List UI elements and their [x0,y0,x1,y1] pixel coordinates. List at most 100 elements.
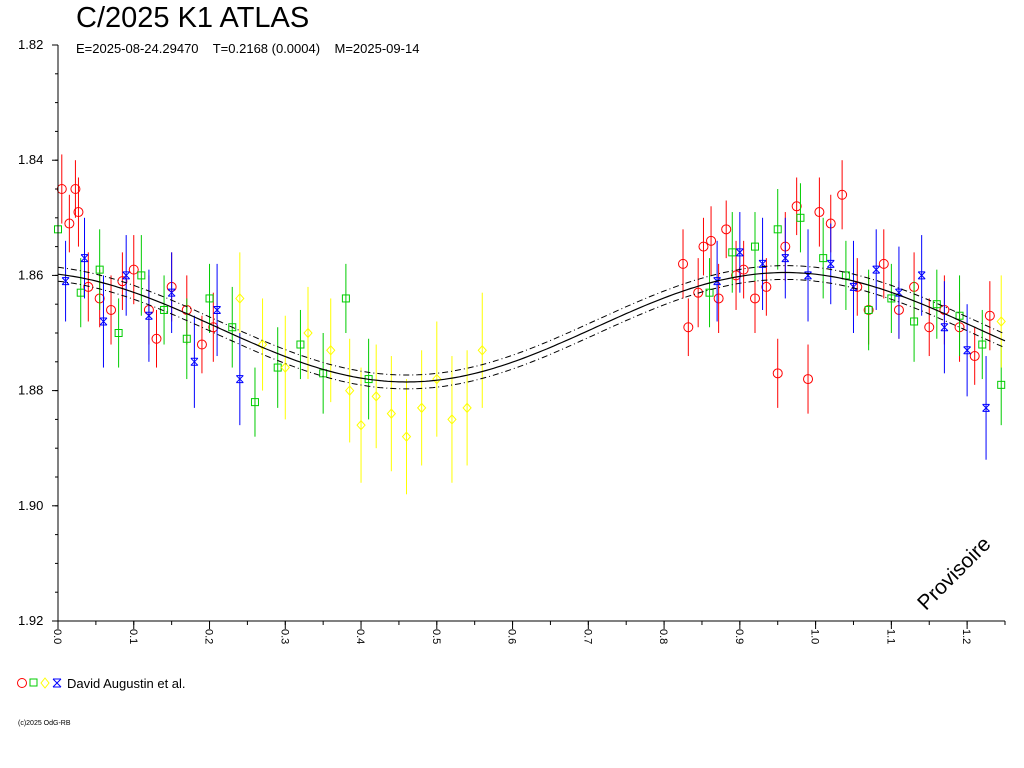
data-point [477,345,487,356]
data-point [773,225,782,234]
copyright-notice: (c)2025 OdG-RB [18,720,71,727]
data-point [432,373,442,385]
legend-symbols [17,677,62,689]
axes-layer: 1.82 1.84 1.86 1.88 1.90 1.92 0.0 0.1 0.2 0.3 0.4 0… [18,37,1006,644]
data-point [70,184,81,194]
data-point [160,305,169,314]
data-point [819,254,828,263]
magnitude-chart: 1.82 1.84 1.86 1.88 1.90 1.92 0.0 0.1 0.2 0.3 0.4 0… [18,37,1006,644]
data-point [837,189,848,200]
data-point [750,242,759,251]
data-point [887,294,896,303]
data-point [996,316,1006,327]
data-point [401,431,412,442]
data-point [878,258,889,269]
x-tick-label: 0.2 [203,629,215,644]
data-point [235,375,244,384]
data-point [416,402,427,414]
data-point [151,333,162,344]
data-point [721,224,732,235]
data-point [61,277,70,286]
data-point [250,398,259,407]
data-point [910,317,919,326]
data-point [205,294,214,303]
data-point [678,258,689,269]
data-point [761,281,772,292]
data-point [303,327,313,339]
legend-square-icon [29,678,38,687]
data-point [698,241,709,252]
data-point [849,282,858,291]
data-point [895,288,903,297]
data-point [64,218,75,229]
data-point [117,276,128,287]
legend: David Augustin et al. [16,675,186,691]
data-point [758,259,767,268]
data-point [257,339,268,350]
data-point [447,414,457,425]
data-point [228,323,237,332]
data-point [705,288,714,297]
chart-title: C/2025 K1 ATLAS [76,2,310,34]
data-point [356,419,366,431]
data-point [728,248,737,257]
x-tick-label: 0.8 [657,629,669,644]
legend-label: David Augustin et al. [67,675,186,691]
data-point [814,207,825,218]
model-curve-layer [57,265,1006,390]
data-point [872,265,881,274]
data-point [932,300,941,309]
x-tick-label: 1.1 [884,629,896,644]
data-point [462,402,472,414]
data-point [749,293,760,304]
data-point [145,311,153,320]
data-point [940,323,949,332]
chart-subtitle: E=2025-08-24.29470 T=0.2168 (0.0004) M=2… [76,41,420,56]
data-point [296,340,305,349]
data-point [386,408,397,419]
y-tick-label: 1.84 [18,152,43,167]
legend-diamond-icon [40,677,50,689]
y-tick-label: 1.86 [18,267,43,282]
model-curve [57,271,1006,383]
data-point [95,265,104,274]
data-point [984,310,995,321]
data-point [196,339,207,350]
data-point [713,293,724,304]
data-point [235,293,245,304]
data-point [796,213,805,222]
data-point [706,235,717,246]
data-point [73,207,84,218]
data-point [781,254,790,263]
data-point [791,201,802,212]
data-point [182,334,191,343]
data-point [345,385,355,396]
data-point [982,403,990,412]
data-point [963,346,971,355]
x-tick-label: 0.1 [127,629,139,644]
data-point [213,305,221,314]
data-point [80,254,89,263]
data-point [114,329,123,337]
data-point [804,271,812,280]
x-tick-label: 0.7 [581,629,593,644]
x-tick-label: 1.2 [960,629,972,644]
data-point [341,294,350,303]
data-point [803,374,814,385]
data-point [326,345,336,356]
x-tick-label: 1.0 [809,629,821,644]
y-tick-label: 1.82 [18,37,43,52]
data-point [826,259,835,268]
data-point [693,287,704,298]
x-tick-label: 0.5 [430,629,442,644]
data-point [371,391,381,402]
y-tick-label: 1.90 [18,498,43,513]
data-point [280,362,290,373]
x-tick-label: 0.9 [733,629,745,644]
data-point [137,271,146,280]
x-tick-label: 0.3 [278,629,290,644]
data-point [122,271,131,280]
data-point [969,351,980,362]
x-tick-label: 0.0 [51,629,63,644]
data-point [735,248,744,257]
